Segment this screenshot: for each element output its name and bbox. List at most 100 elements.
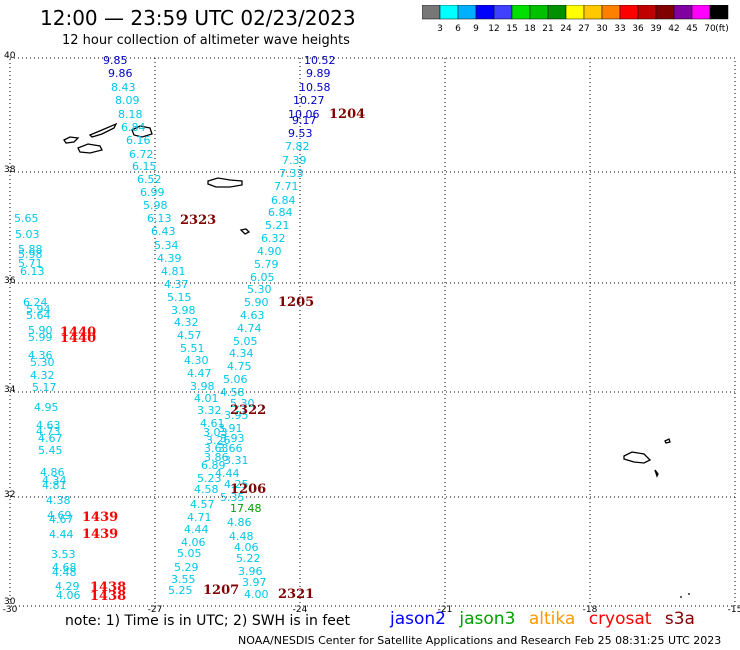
- colorbar-label: 9: [473, 24, 479, 34]
- wave-height-value: 3.96: [238, 565, 263, 578]
- wave-height-value: 4.00: [244, 588, 269, 601]
- wave-height-value: 6.43: [151, 225, 176, 238]
- wave-height-value: 3.97: [242, 576, 267, 589]
- wave-height-value: 5.06: [223, 373, 248, 386]
- wave-height-value: 4.06: [56, 589, 81, 602]
- wave-height-value: 3.53: [51, 548, 76, 561]
- pass-time-label: 1204: [329, 107, 365, 122]
- lon-tick: -15: [728, 605, 740, 615]
- wave-height-value: 4.95: [34, 401, 59, 414]
- lon-tick: -24: [293, 605, 308, 615]
- wave-height-value: 3.98: [171, 304, 196, 317]
- pass-time-label: 1206: [230, 482, 266, 497]
- islands: [63, 122, 690, 598]
- wave-height-value: 10.27: [293, 94, 325, 107]
- wave-height-value: 5.25: [168, 584, 193, 597]
- wave-height-value: 4.44: [184, 523, 209, 536]
- island-selvagens: [680, 593, 690, 598]
- wave-height-value: 4.38: [46, 494, 71, 507]
- lat-tick: 38: [4, 165, 16, 175]
- colorbar-unit: (ft): [715, 24, 729, 34]
- wave-height-value: 4.47: [187, 367, 212, 380]
- wave-height-value: 8.18: [118, 108, 143, 121]
- colorbar-label: 27: [578, 24, 589, 34]
- wave-height-value: 5.15: [167, 291, 192, 304]
- lat-tick: 32: [4, 490, 15, 500]
- wave-height-value: 3.98: [190, 380, 215, 393]
- wave-height-value: 6.13: [147, 212, 172, 225]
- wave-height-value: 6.52: [137, 173, 162, 186]
- pass-time-label: 1205: [278, 295, 314, 310]
- colorbar-label: 15: [506, 24, 517, 34]
- wave-height-value: 4.32: [30, 369, 55, 382]
- lon-tick: -18: [583, 605, 598, 615]
- colorbar-label: 42: [668, 24, 679, 34]
- sat-jason2: jason2: [390, 609, 446, 629]
- wave-height-value: 9.89: [306, 67, 331, 80]
- map-frame: [9, 57, 736, 607]
- wave-height-value: 4.57: [190, 498, 215, 511]
- wave-height-value: 5.99: [28, 331, 53, 344]
- sat-jason3: jason3: [459, 609, 516, 629]
- wave-height-value: 4.39: [157, 252, 182, 265]
- wave-height-value: 4.73: [36, 425, 61, 438]
- wave-height-value: 6.84: [121, 121, 146, 134]
- sat-altika: altika: [528, 609, 576, 629]
- wave-height-value: 4.37: [164, 278, 189, 291]
- wave-height-value: 7.33: [279, 167, 304, 180]
- wave-height-value: 10.58: [299, 81, 331, 94]
- island-sao-jorge: [77, 143, 103, 154]
- wave-height-value: 3.03: [203, 426, 228, 439]
- lon-tick: -27: [148, 605, 163, 615]
- wave-height-value: 4.81: [42, 479, 67, 492]
- wave-height-value: 8.09: [115, 94, 140, 107]
- wave-height-value: 6.84: [271, 194, 296, 207]
- wave-height-value: 4.81: [161, 265, 186, 278]
- colorbar-label: 24: [560, 24, 572, 34]
- wave-height-value: 6.05: [250, 271, 275, 284]
- island-madeira: [623, 451, 652, 464]
- pass-time-label: 2321: [278, 587, 314, 602]
- axis-tick-labels: -30 -27 -24 -21 -18 -15 40 38 36 34 32 30: [3, 51, 740, 615]
- lat-tick: 34: [4, 385, 16, 395]
- map-subtitle: 12 hour collection of altimeter wave hei…: [62, 33, 350, 48]
- colorbar-label: 45: [686, 24, 697, 34]
- wave-height-value: 3.55: [171, 573, 196, 586]
- lat-tick: 40: [4, 51, 16, 61]
- wave-height-value: 5.71: [18, 257, 43, 270]
- wave-height-value: 5.03: [15, 228, 40, 241]
- wave-height-value: 4.63: [36, 419, 61, 432]
- wave-height-value: 4.75: [227, 360, 252, 373]
- map-title: 12:00 — 23:59 UTC 02/23/2023: [40, 6, 356, 30]
- wave-height-value: 10.06: [288, 108, 320, 121]
- sat-cryosat: cryosat: [588, 609, 652, 629]
- sat-s3a: s3a: [664, 609, 695, 629]
- wave-height-value: 4.58: [194, 483, 219, 496]
- footer-note: note: 1) Time is in UTC; 2) SWH is in fe…: [65, 613, 351, 629]
- wave-height-value: 6.84: [268, 206, 293, 219]
- wave-height-value: 3.91: [218, 422, 243, 435]
- island-flores: [63, 136, 80, 144]
- wave-height-value: 5.45: [38, 444, 63, 457]
- wave-height-value: 9.86: [108, 67, 133, 80]
- wave-height-value: 4.67: [38, 432, 63, 445]
- satellite-legend: jason2 jason3 altika cryosat s3a: [390, 609, 703, 629]
- lat-tick: 36: [4, 276, 16, 286]
- colorbar-label: 3: [437, 24, 443, 34]
- wave-height-value: 4.86: [40, 466, 65, 479]
- wave-height-value: 4.44: [215, 467, 240, 480]
- wave-height-value: 4.44: [49, 528, 74, 541]
- wave-height-value: 8.43: [111, 81, 136, 94]
- wave-height-value: 4.68: [52, 561, 77, 574]
- wave-height-value: 6.72: [129, 148, 154, 161]
- wave-height-value: 4.90: [257, 245, 282, 258]
- wave-height-value: 5.98: [143, 199, 168, 212]
- wave-height-value: 4.36: [28, 349, 53, 362]
- wave-height-value: 3.26: [206, 434, 231, 447]
- wave-height-value: 4.25: [224, 478, 249, 491]
- pass-time-label: 2323: [180, 213, 216, 228]
- wave-height-value: 5.30: [30, 356, 55, 369]
- wave-height-value: 3.66: [218, 442, 243, 455]
- lon-tick: -21: [438, 605, 453, 615]
